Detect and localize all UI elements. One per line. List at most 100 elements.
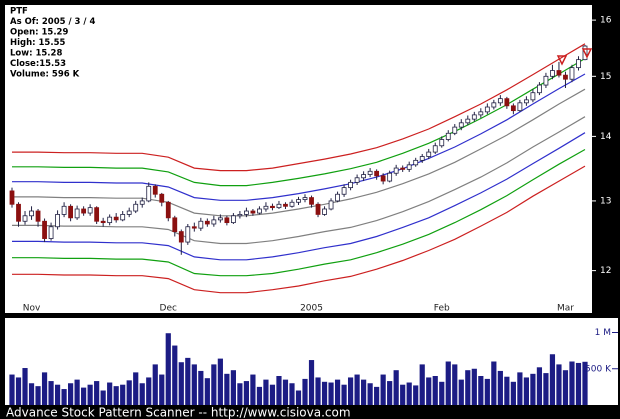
- y-tick-label: 500 K: [585, 364, 612, 374]
- volume-bar: [159, 374, 165, 405]
- band-line: [12, 165, 586, 294]
- candle-body: [55, 214, 60, 228]
- volume-bar: [263, 379, 269, 405]
- candle-body: [230, 215, 236, 224]
- volume-bar: [478, 376, 484, 405]
- volume-bar: [308, 360, 315, 405]
- volume-bar: [465, 370, 471, 405]
- candle-body: [550, 70, 555, 77]
- candle-body: [211, 219, 217, 225]
- volume-bar: [380, 374, 386, 405]
- volume-bar: [28, 383, 35, 405]
- candle-body: [185, 226, 191, 243]
- candle-body: [172, 217, 178, 232]
- volume-bar: [68, 383, 74, 405]
- info-line: Low: 15.28: [10, 49, 62, 59]
- volume-bar: [139, 383, 145, 405]
- candle-body: [491, 102, 497, 108]
- info-line: PTF: [10, 7, 28, 17]
- candle-body: [217, 217, 223, 221]
- volume-bar: [582, 361, 588, 405]
- volume-bar: [120, 384, 126, 405]
- volume-bar: [289, 383, 295, 405]
- band-line: [12, 116, 586, 245]
- volume-bar: [569, 361, 575, 405]
- band-line: [12, 148, 586, 277]
- volume-bar: [152, 364, 158, 405]
- candle-body: [543, 75, 549, 86]
- candle-body: [426, 151, 432, 157]
- candle-body: [556, 70, 562, 76]
- band-line: [12, 132, 586, 261]
- candle-body: [563, 74, 568, 80]
- volume-bar: [491, 361, 497, 405]
- band-line: [12, 73, 586, 201]
- candle-body: [296, 199, 301, 203]
- candle-body: [452, 126, 458, 134]
- candle-body: [484, 106, 490, 113]
- volume-bar: [341, 384, 347, 405]
- info-line: As Of: 2005 / 3 / 4: [10, 17, 95, 27]
- candle-body: [178, 231, 184, 243]
- candle-body: [393, 167, 399, 174]
- y-tick-label: 14: [600, 132, 612, 142]
- volume-bar: [458, 379, 464, 405]
- volume-bar: [191, 364, 197, 405]
- candle-body: [276, 203, 282, 209]
- volume-bar: [321, 381, 328, 405]
- footer: Advance Stock Pattern Scanner -- http://…: [6, 406, 351, 419]
- candle-body: [374, 170, 380, 177]
- candle-body: [139, 200, 145, 205]
- candle-body: [445, 132, 451, 140]
- candle-body: [328, 200, 334, 210]
- volume-bar: [243, 381, 250, 405]
- candle-body: [146, 185, 152, 202]
- candle-body: [458, 122, 464, 128]
- volume-bar: [81, 387, 87, 405]
- band-line: [12, 43, 586, 172]
- volume-bar: [393, 370, 399, 405]
- candle-body: [497, 98, 503, 104]
- volume-bar: [165, 333, 171, 405]
- volume-bar: [543, 373, 549, 405]
- candle-body: [29, 210, 34, 217]
- volume-bar: [269, 384, 276, 405]
- volume-bar: [471, 368, 477, 405]
- volume-bar: [9, 374, 15, 405]
- candle-body: [367, 170, 373, 175]
- candle-body: [9, 190, 15, 205]
- candle-body: [400, 167, 406, 170]
- volume-bar: [406, 382, 412, 405]
- volume-bar: [146, 377, 152, 405]
- candle-body: [68, 205, 74, 219]
- info-line: High: 15.55: [10, 38, 65, 48]
- volume-bar: [445, 361, 451, 405]
- candle-body: [94, 207, 100, 222]
- candle-body: [16, 203, 21, 222]
- candle-body: [257, 208, 262, 214]
- candle-body: [537, 84, 542, 94]
- volume-bar: [497, 370, 503, 405]
- volume-bar: [126, 380, 132, 405]
- candle-body: [504, 98, 510, 107]
- candle-body: [74, 208, 80, 219]
- volume-bar: [276, 376, 282, 405]
- candle-body: [152, 185, 158, 195]
- candle-body: [354, 177, 360, 183]
- candle-body: [100, 220, 106, 224]
- volume-bar: [204, 378, 210, 405]
- x-tick-label: Feb: [434, 304, 450, 314]
- candle-body: [198, 220, 204, 229]
- pattern-marker: [581, 48, 593, 59]
- y-tick-label: 15: [600, 72, 611, 82]
- volume-bar: [556, 364, 562, 405]
- band-line: [12, 88, 586, 217]
- candle-body: [471, 114, 477, 120]
- candle-body: [250, 210, 256, 214]
- volume-bar: [237, 383, 243, 405]
- candle-body: [35, 210, 41, 222]
- x-tick-label: Dec: [160, 304, 177, 314]
- volume-bar: [211, 364, 217, 405]
